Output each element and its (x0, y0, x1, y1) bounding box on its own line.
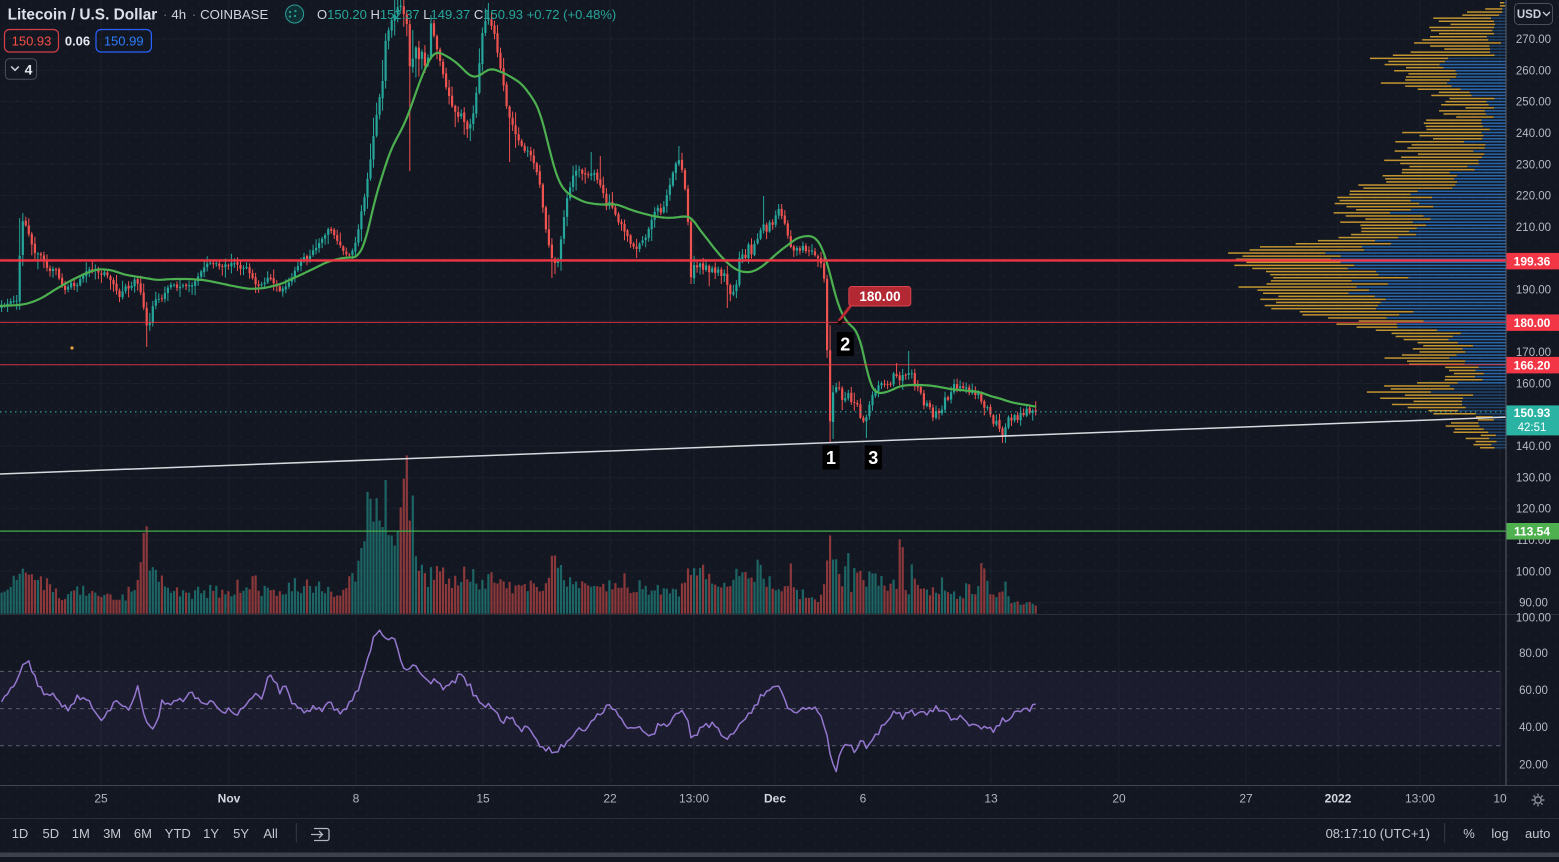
svg-text:120.00: 120.00 (1516, 504, 1551, 516)
svg-text:13: 13 (984, 792, 998, 806)
svg-text:80.00: 80.00 (1519, 648, 1548, 660)
svg-text:COINBASE: COINBASE (200, 7, 268, 22)
svg-text:150.93: 150.93 (1514, 406, 1551, 420)
svg-text:13:00: 13:00 (679, 792, 709, 806)
svg-text:1Y: 1Y (203, 826, 219, 841)
svg-text:166.20: 166.20 (1514, 358, 1551, 372)
svg-text:40.00: 40.00 (1519, 722, 1548, 734)
svg-text:100.00: 100.00 (1516, 566, 1551, 578)
svg-text:3: 3 (868, 448, 878, 468)
svg-text:180.00: 180.00 (1514, 316, 1551, 330)
svg-text:20: 20 (1112, 792, 1126, 806)
svg-text:210.00: 210.00 (1516, 222, 1551, 234)
svg-text:13:00: 13:00 (1405, 792, 1435, 806)
svg-text:113.54: 113.54 (1514, 525, 1550, 539)
svg-text:6: 6 (860, 792, 867, 806)
svg-text:1M: 1M (72, 826, 90, 841)
svg-text:140.00: 140.00 (1516, 441, 1551, 453)
svg-text:240.00: 240.00 (1516, 128, 1551, 140)
svg-text:5Y: 5Y (233, 826, 249, 841)
svg-text:2: 2 (840, 335, 850, 355)
svg-text:190.00: 190.00 (1516, 285, 1551, 297)
svg-text:log: log (1491, 826, 1508, 841)
svg-text:1: 1 (826, 448, 836, 468)
svg-text:2022: 2022 (1325, 792, 1352, 806)
svg-text:60.00: 60.00 (1519, 685, 1548, 697)
svg-text:08:17:10 (UTC+1): 08:17:10 (UTC+1) (1326, 826, 1430, 841)
svg-text:Nov: Nov (218, 792, 241, 806)
svg-text:150.99: 150.99 (104, 34, 144, 49)
svg-text:Litecoin / U.S. Dollar: Litecoin / U.S. Dollar (8, 7, 158, 24)
svg-text:4h: 4h (171, 7, 186, 22)
svg-text:·: · (192, 7, 196, 22)
svg-text:20.00: 20.00 (1519, 760, 1548, 772)
svg-text:260.00: 260.00 (1516, 65, 1551, 77)
svg-text:160.00: 160.00 (1516, 378, 1551, 390)
svg-text:auto: auto (1525, 826, 1550, 841)
svg-text:27: 27 (1239, 792, 1253, 806)
svg-text:180.00: 180.00 (859, 289, 900, 304)
svg-text:·: · (163, 7, 167, 22)
svg-text:90.00: 90.00 (1519, 598, 1548, 610)
svg-text:100.00: 100.00 (1516, 613, 1551, 625)
svg-text:8: 8 (353, 792, 360, 806)
svg-text:%: % (1463, 826, 1475, 841)
svg-text:199.36: 199.36 (1514, 254, 1551, 268)
svg-text:O150.20 H152.37 L149.37 C150.9: O150.20 H152.37 L149.37 C150.93 +0.72 (+… (317, 7, 616, 22)
svg-text:230.00: 230.00 (1516, 159, 1551, 171)
svg-text:All: All (263, 826, 278, 841)
svg-text:3M: 3M (103, 826, 121, 841)
svg-text:130.00: 130.00 (1516, 472, 1551, 484)
svg-text:150.93: 150.93 (12, 34, 52, 49)
svg-text:25: 25 (94, 792, 108, 806)
svg-text:YTD: YTD (165, 826, 191, 841)
svg-text:270.00: 270.00 (1516, 34, 1551, 46)
svg-text:0.06: 0.06 (65, 34, 90, 49)
svg-text:1D: 1D (12, 826, 29, 841)
svg-text:10: 10 (1493, 792, 1507, 806)
svg-text:4: 4 (25, 62, 33, 78)
svg-text:6M: 6M (134, 826, 152, 841)
svg-text:42:51: 42:51 (1518, 422, 1547, 434)
svg-text:Dec: Dec (764, 792, 786, 806)
svg-text:22: 22 (603, 792, 617, 806)
svg-text:220.00: 220.00 (1516, 191, 1551, 203)
svg-text:250.00: 250.00 (1516, 97, 1551, 109)
svg-text:USD: USD (1517, 9, 1541, 21)
svg-text:5D: 5D (42, 826, 59, 841)
svg-text:15: 15 (476, 792, 490, 806)
